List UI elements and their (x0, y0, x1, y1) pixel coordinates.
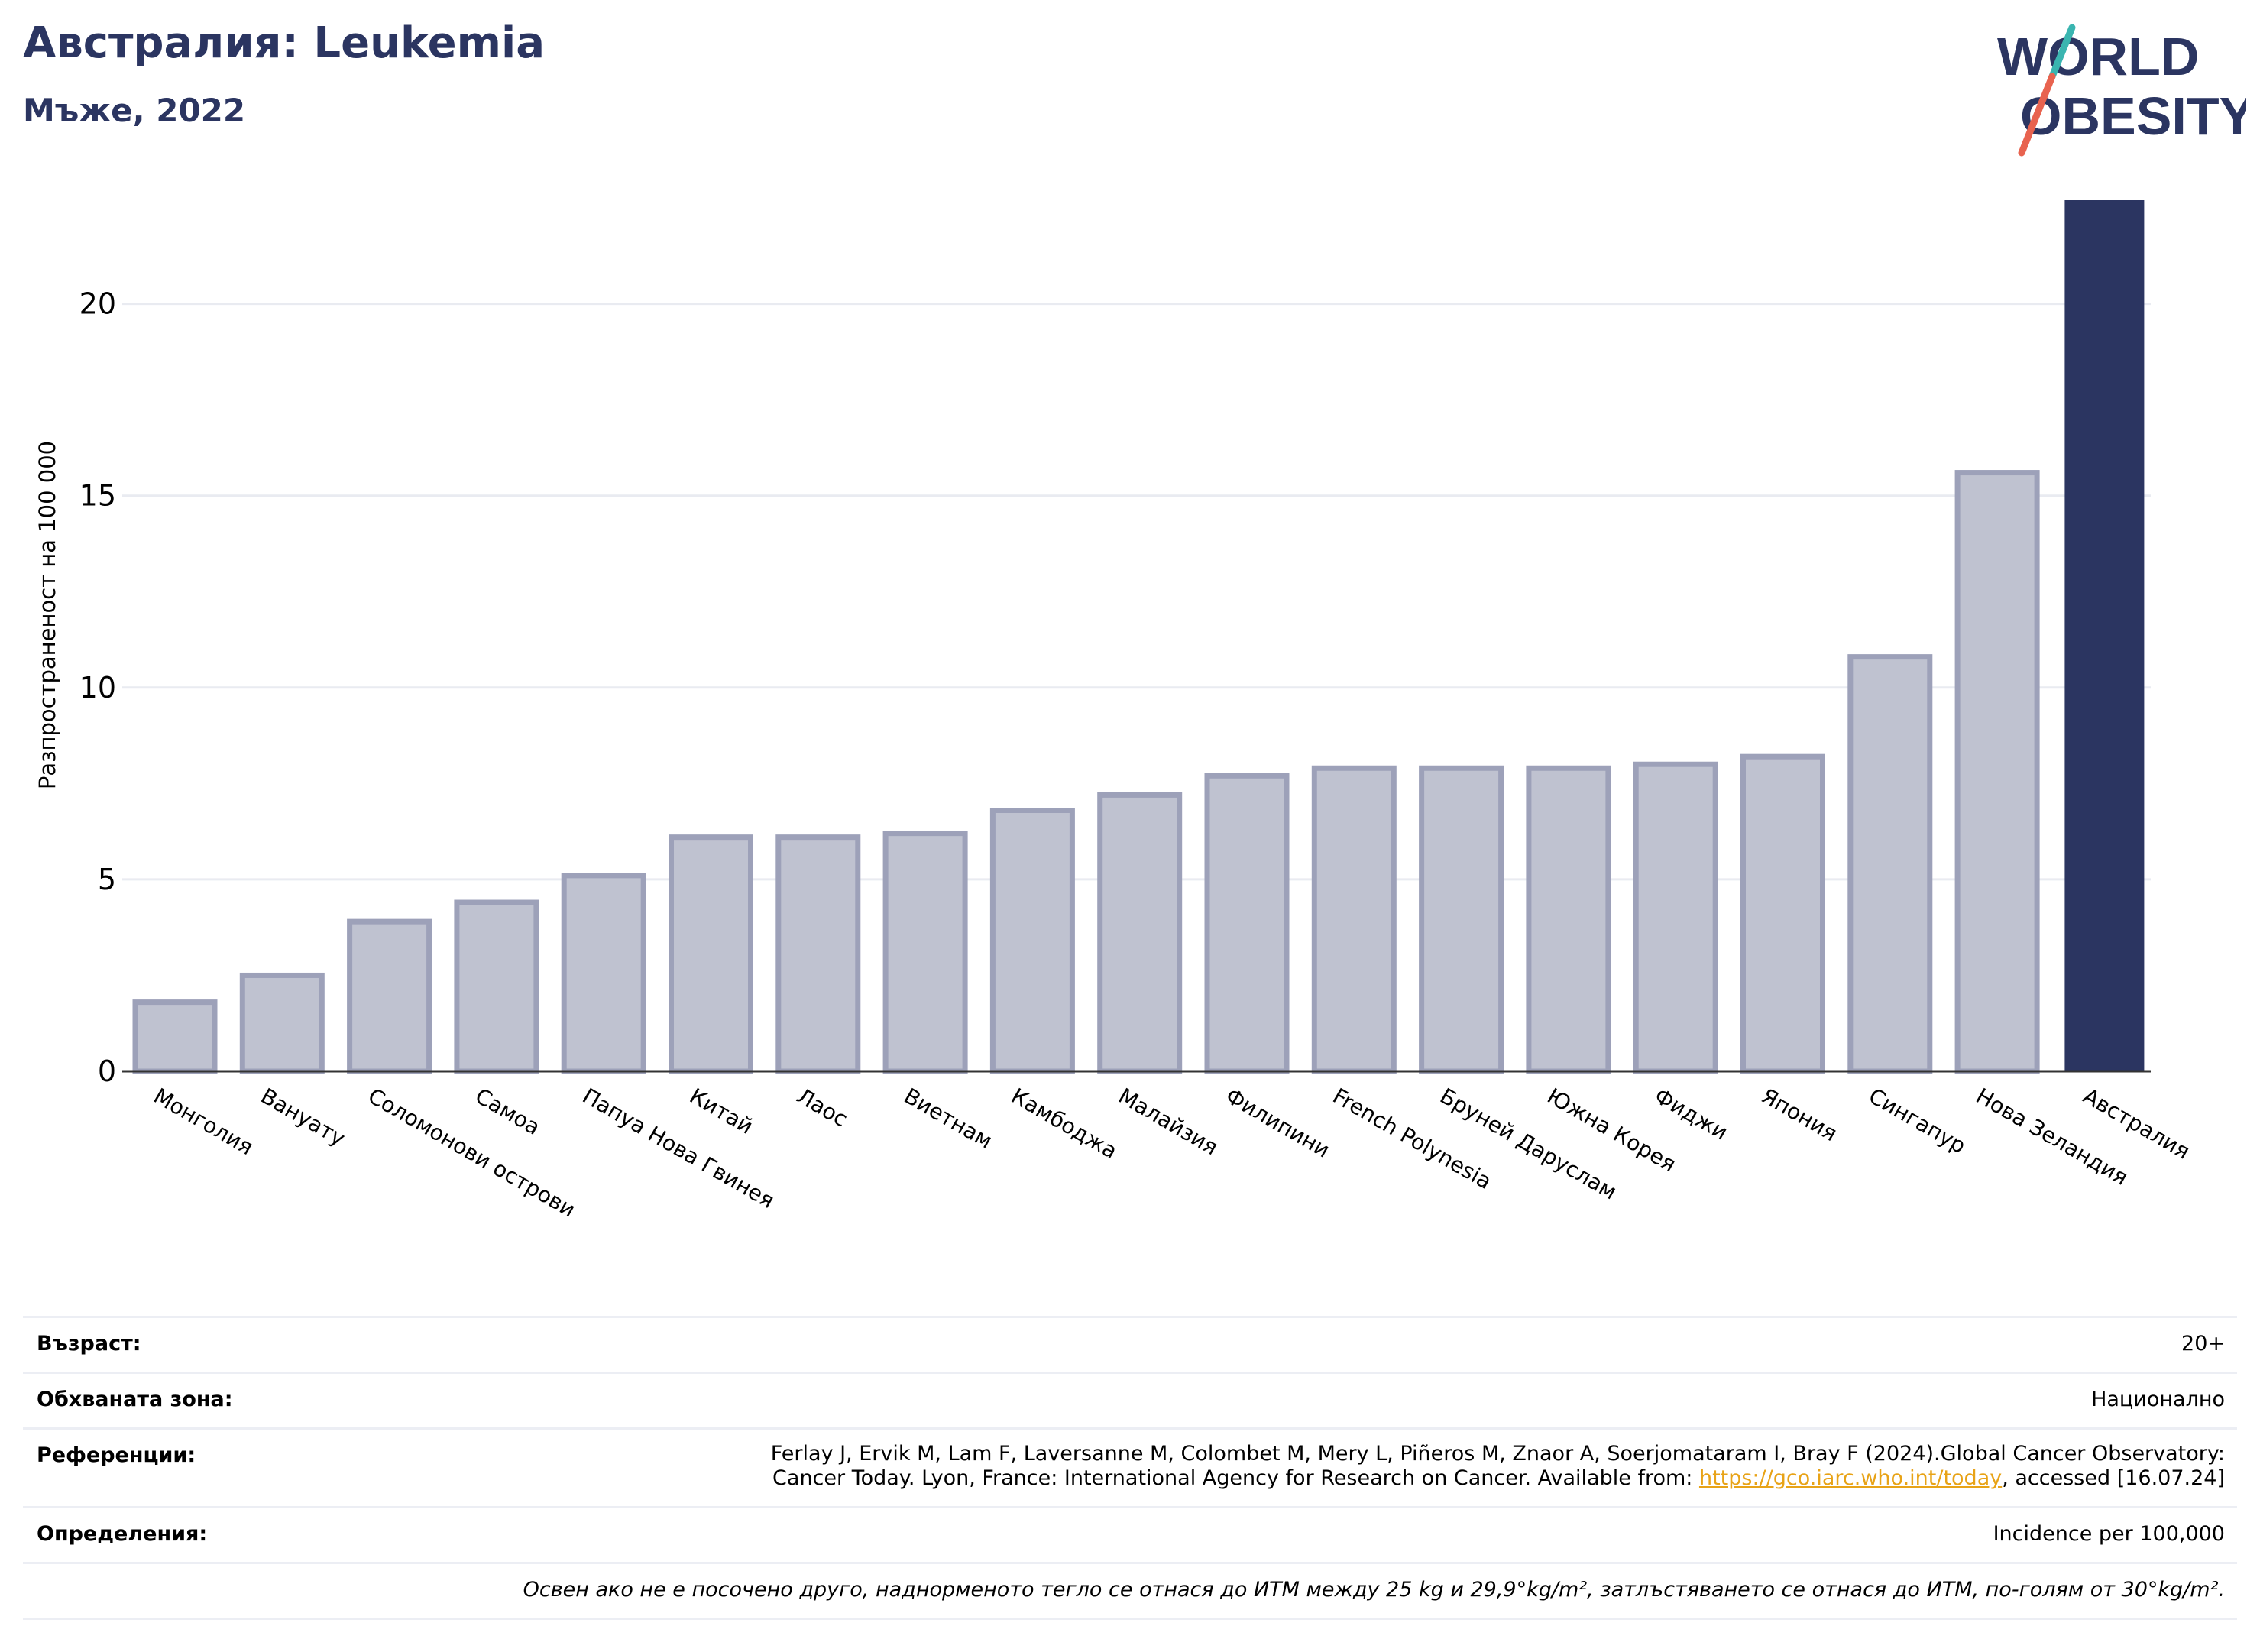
bar (1633, 761, 1718, 1074)
x-tick-label: Фиджи (1650, 1083, 1733, 1145)
references-line-1: Ferlay J, Ervik M, Lam F, Laversanne M, … (770, 1442, 2225, 1466)
bar (775, 834, 861, 1074)
logo-slash-teal (2048, 24, 2076, 80)
info-row-definitions: Определения: Incidence per 100,000 (23, 1506, 2237, 1562)
x-tick-label: Самоа (471, 1083, 544, 1140)
references-label: Референции: (37, 1443, 196, 1467)
bar (239, 972, 325, 1074)
page-subtitle: Мъже, 2022 (23, 92, 246, 129)
x-tick-label: Монголия (150, 1083, 258, 1160)
bar (561, 873, 646, 1074)
info-row-references: Референции: Ferlay J, Ervik M, Lam F, La… (23, 1427, 2237, 1506)
references-link[interactable]: https://gco.iarc.who.int/today (1698, 1466, 2003, 1490)
logo-slash-coral (2018, 73, 2056, 157)
info-row-age: Възраст: 20+ (23, 1316, 2237, 1372)
y-tick-label: 5 (98, 863, 116, 896)
bar (989, 808, 1075, 1074)
age-value: 20+ (2181, 1332, 2225, 1356)
y-tick-label: 15 (79, 479, 116, 513)
logo-text-world: WORLD (1997, 27, 2199, 86)
y-tick-label: 10 (79, 671, 116, 705)
bar (1526, 765, 1611, 1074)
info-row-note: Освен ако не е посочено друго, наднормен… (23, 1562, 2237, 1620)
bar (1954, 470, 2040, 1074)
x-tick-label: Вануату (257, 1083, 350, 1151)
x-tick-label: Камбоджа (1007, 1083, 1122, 1164)
bars (132, 200, 2145, 1074)
x-tick-label: Малайзия (1114, 1083, 1222, 1160)
info-table: Възраст: 20+ Обхваната зона: Национално … (23, 1316, 2237, 1620)
y-tick-label: 20 (79, 287, 116, 321)
x-tick-label: Китай (685, 1083, 757, 1139)
bar (1847, 654, 1933, 1074)
bar (1097, 792, 1183, 1074)
bar (347, 918, 432, 1074)
references-accessed: , accessed [16.07.24] (2002, 1466, 2225, 1490)
definitions-value: Incidence per 100,000 (1993, 1522, 2225, 1546)
bar (1419, 765, 1504, 1074)
y-axis-label: Разпространеност на 100 000 (34, 441, 60, 789)
bar (454, 899, 539, 1074)
bar (669, 834, 753, 1074)
x-tick-label: Виетнам (900, 1083, 997, 1153)
x-tick-label: Лаос (792, 1083, 852, 1132)
coverage-value: Национално (2091, 1388, 2225, 1411)
definitions-label: Определения: (37, 1522, 208, 1546)
x-tick-label: Япония (1757, 1083, 1841, 1146)
bar (1311, 765, 1397, 1074)
coverage-label: Обхваната зона: (37, 1388, 233, 1411)
y-tick-labels: 0 5 10 15 20 (79, 287, 116, 1088)
bar (882, 831, 968, 1074)
references-line-2: Cancer Today. Lyon, France: Internationa… (771, 1466, 2225, 1491)
x-tick-label: Папуа Нова Гвинея (578, 1083, 779, 1213)
definitions-note: Освен ако не е посочено друго, наднормен… (523, 1578, 2225, 1602)
x-tick-label: Филипини (1222, 1083, 1335, 1162)
bar-highlight (2064, 200, 2145, 1071)
y-tick-label: 0 (98, 1054, 116, 1088)
info-row-coverage: Обхваната зона: Национално (23, 1372, 2237, 1427)
bar (1740, 753, 1825, 1074)
bar (132, 999, 218, 1074)
x-tick-label: Бруней Даруслам (1436, 1083, 1621, 1204)
world-obesity-logo: WORLD OBESITY (1997, 24, 2246, 157)
page-title: Австралия: Leukemia (23, 18, 545, 68)
references-text: Cancer Today. Lyon, France: Internationa… (772, 1466, 1699, 1490)
age-label: Възраст: (37, 1332, 141, 1356)
x-tick-label: Сингапур (1864, 1083, 1970, 1158)
logo-text-obesity: OBESITY (2020, 86, 2246, 146)
references-value: Ferlay J, Ervik M, Lam F, Laversanne M, … (771, 1442, 2225, 1491)
bar (1204, 773, 1290, 1074)
